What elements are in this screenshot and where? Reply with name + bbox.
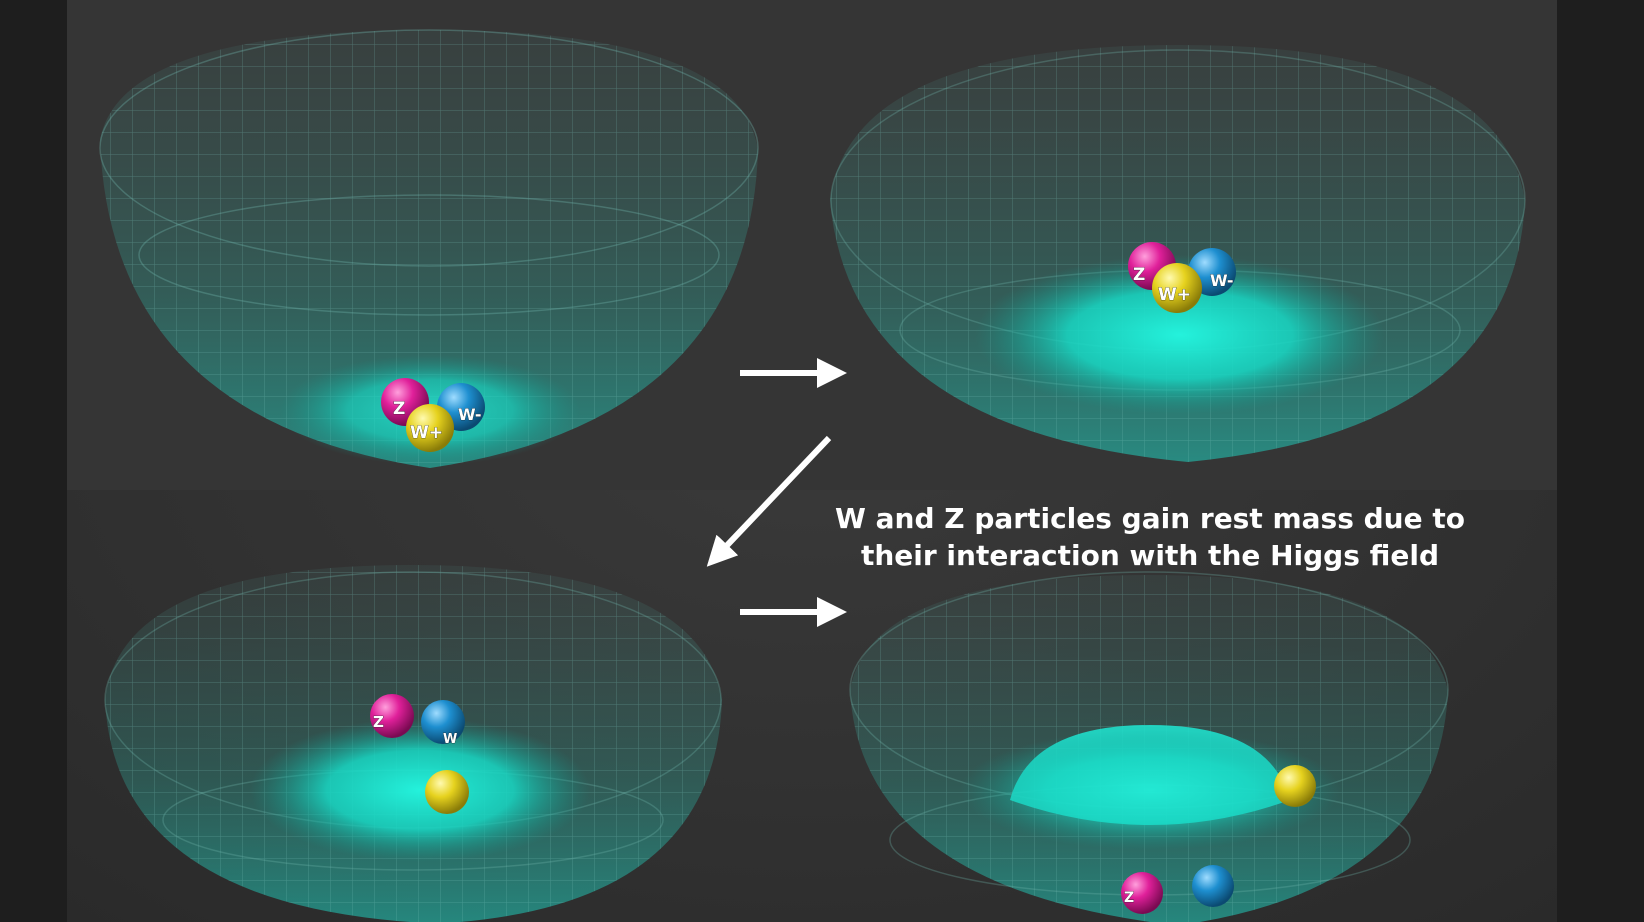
arrow-diagonal bbox=[706, 435, 832, 567]
field-glow bbox=[250, 718, 590, 862]
particle-z: Z bbox=[370, 694, 414, 738]
particle-w-plus-label: W+ bbox=[1158, 285, 1191, 305]
right-margin bbox=[1557, 0, 1644, 922]
particle-w-plus-label: W+ bbox=[410, 423, 443, 443]
panel-broken-symmetry: Z bbox=[849, 571, 1449, 922]
particle-z-label: Z bbox=[1124, 890, 1134, 906]
caption-line-2: their interaction with the Higgs field bbox=[860, 539, 1440, 572]
particle-z-label: Z bbox=[373, 713, 384, 731]
left-margin bbox=[0, 0, 67, 922]
particle-w-plus bbox=[425, 770, 469, 814]
flow-arrows bbox=[706, 358, 847, 627]
particle-w-plus: W+ bbox=[1152, 263, 1202, 313]
field-glow bbox=[960, 730, 1340, 850]
particle-w-plus bbox=[1274, 765, 1316, 807]
particle-w-minus-label: W- bbox=[1210, 271, 1234, 290]
panel-sombrero-emerging: Z W- W+ bbox=[830, 45, 1526, 462]
diagram-caption: W and Z particles gain rest mass due to … bbox=[800, 500, 1500, 574]
bowl-mesh bbox=[99, 29, 759, 468]
particle-w-minus bbox=[1192, 865, 1234, 907]
particle-w-minus: W bbox=[421, 700, 465, 747]
particle-w-minus-label: W- bbox=[458, 405, 482, 424]
field-glow bbox=[975, 255, 1385, 415]
particle-z-label: Z bbox=[393, 399, 405, 419]
panel-ground-state: Z W- W+ bbox=[99, 29, 759, 468]
particle-w-minus-label: W bbox=[443, 732, 457, 747]
particle-z-label: Z bbox=[1133, 265, 1145, 285]
panel-sombrero-rising: Z W bbox=[104, 565, 722, 922]
particle-z: Z bbox=[1121, 872, 1163, 914]
caption-line-1: W and Z particles gain rest mass due to bbox=[835, 502, 1465, 535]
particle-w-plus: W+ bbox=[406, 404, 454, 452]
particle-w-minus: W- bbox=[1188, 248, 1236, 296]
